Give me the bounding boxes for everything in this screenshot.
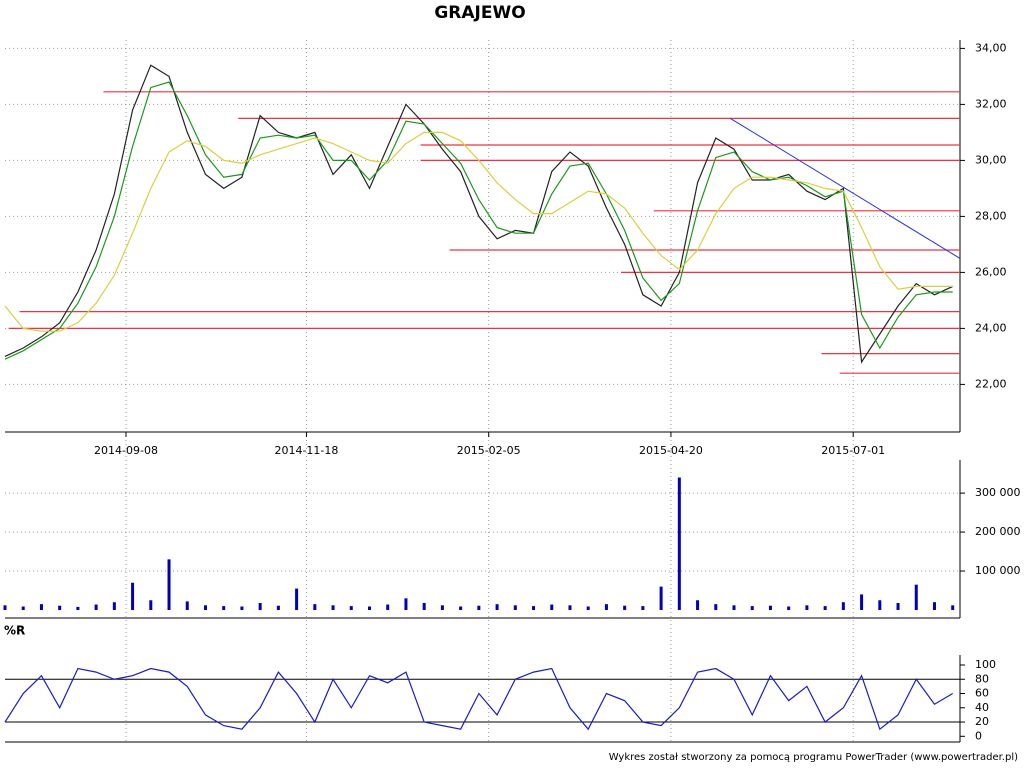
- volume-bar: [185, 601, 189, 610]
- x-tick-label: 2015-02-05: [457, 444, 521, 457]
- panel-label: %R: [4, 624, 25, 638]
- x-tick-label: 2015-04-20: [639, 444, 703, 457]
- volume-bar: [440, 605, 444, 610]
- volume-bar: [349, 606, 353, 610]
- volume-bar: [732, 605, 736, 610]
- y-tick-label: 26,00: [975, 265, 1007, 278]
- volume-bar: [386, 604, 390, 610]
- volume-bar: [568, 605, 572, 610]
- volume-bar: [222, 606, 226, 610]
- volume-bar: [696, 600, 700, 610]
- volume-bar: [94, 604, 98, 610]
- y-tick-label: 20: [975, 715, 989, 728]
- y-tick-label: 0: [975, 729, 982, 742]
- x-tick-label: 2014-11-18: [274, 444, 338, 457]
- y-tick-label: 60: [975, 687, 989, 700]
- volume-bar: [550, 604, 554, 610]
- volume-bar: [422, 602, 426, 610]
- y-tick-label: 80: [975, 672, 989, 685]
- data-line: [4, 81, 953, 360]
- volume-bar: [677, 477, 681, 610]
- y-tick-label: 100: [975, 658, 996, 671]
- y-tick-label: 28,00: [975, 209, 1007, 222]
- volume-bar: [623, 605, 627, 610]
- data-line: [4, 131, 953, 332]
- volume-bar: [331, 605, 335, 610]
- volume-bar: [932, 602, 936, 610]
- volume-bar: [276, 605, 280, 610]
- data-line: [4, 64, 953, 364]
- volume-bar: [404, 598, 408, 610]
- volume-bar: [39, 604, 43, 610]
- volume-bar: [368, 606, 372, 610]
- volume-bar: [131, 582, 135, 610]
- volume-bar: [459, 606, 463, 610]
- volume-bar: [112, 602, 116, 610]
- volume-bar: [295, 588, 299, 610]
- volume-bar: [58, 605, 62, 610]
- x-tick-label: 2014-09-08: [94, 444, 158, 457]
- y-tick-label: 30,00: [975, 153, 1007, 166]
- volume-bar: [878, 600, 882, 610]
- volume-bar: [787, 606, 791, 610]
- volume-bar: [714, 604, 718, 610]
- volume-bar: [896, 602, 900, 610]
- y-tick-label: 32,00: [975, 97, 1007, 110]
- volume-bar: [823, 606, 827, 610]
- volume-bar: [258, 602, 262, 610]
- volume-bar: [750, 606, 754, 610]
- volume-bar: [860, 594, 864, 610]
- volume-bar: [914, 584, 918, 610]
- volume-bar: [495, 604, 499, 610]
- volume-bar: [586, 606, 590, 610]
- volume-bar: [805, 605, 809, 610]
- trend-line: [730, 117, 961, 259]
- y-tick-label: 34,00: [975, 41, 1007, 54]
- volume-bar: [951, 605, 955, 610]
- data-line: [4, 667, 954, 731]
- volume-bar: [167, 559, 171, 610]
- volume-bar: [477, 605, 481, 610]
- volume-bar: [240, 606, 244, 610]
- y-tick-label: 200 000: [975, 525, 1021, 538]
- volume-bar: [313, 604, 317, 610]
- y-tick-label: 24,00: [975, 321, 1007, 334]
- volume-bar: [659, 586, 663, 610]
- volume-bar: [768, 605, 772, 610]
- volume-bar: [149, 600, 153, 610]
- volume-bar: [203, 605, 207, 610]
- volume-bar: [76, 606, 80, 610]
- chart-title: GRAJEWO: [434, 3, 525, 23]
- volume-bar: [21, 606, 25, 610]
- volume-bar: [513, 605, 517, 610]
- x-tick-label: 2015-07-01: [821, 444, 885, 457]
- y-tick-label: 40: [975, 701, 989, 714]
- volume-bar: [3, 605, 7, 610]
- y-tick-label: 300 000: [975, 486, 1021, 499]
- volume-bar: [532, 606, 536, 610]
- volume-bar: [604, 604, 608, 610]
- volume-bar: [841, 602, 845, 610]
- y-tick-label: 100 000: [975, 564, 1021, 577]
- footer: Wykres został stworzony za pomocą progra…: [609, 752, 1018, 763]
- volume-bar: [641, 606, 645, 610]
- y-tick-label: 22,00: [975, 377, 1007, 390]
